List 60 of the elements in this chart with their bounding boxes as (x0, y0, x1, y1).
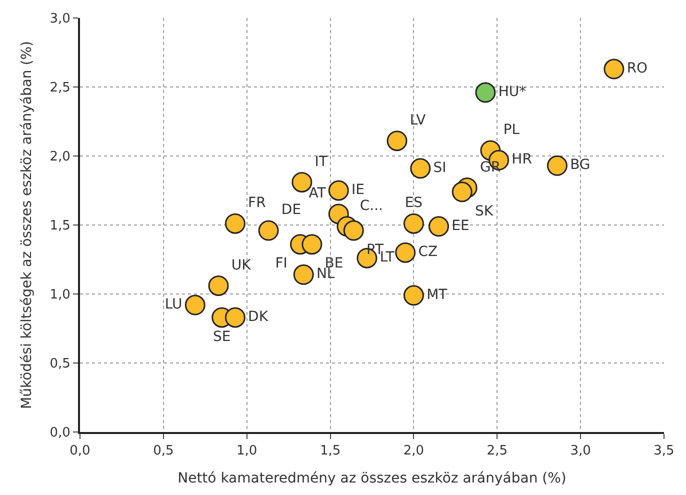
x-tick-label: 3,0 (570, 444, 591, 459)
data-label: FR (248, 195, 266, 212)
x-tick-label: 3,5 (654, 444, 674, 459)
point (328, 180, 349, 201)
y-tick-label: 2,0 (50, 150, 70, 165)
x-tick-label: 2,5 (486, 444, 508, 459)
x-tick-label: 1,5 (320, 444, 341, 459)
data-label: BG (570, 157, 590, 174)
data-label: RO (626, 60, 648, 77)
y-axis-title: Működési költségek az összes eszköz arányában (%) (18, 41, 35, 409)
y-tick-label: 0,5 (50, 356, 70, 372)
data-label: IE (352, 182, 364, 198)
data-label: EE (452, 218, 470, 234)
point (395, 242, 416, 263)
data-label: HR (512, 152, 532, 168)
data-label: AT (308, 186, 326, 202)
point (386, 130, 408, 152)
data-label: LV (410, 112, 426, 128)
y-tick-label: 1,5 (50, 218, 70, 234)
point (224, 213, 246, 234)
data-label: ES (404, 195, 423, 212)
data-label: SE (212, 328, 231, 345)
x-tick-label: 2,0 (403, 444, 424, 459)
data-label: GR (480, 159, 501, 176)
point (403, 213, 424, 234)
data-label: HU* (498, 84, 526, 100)
point (343, 220, 364, 241)
data-label: UK (231, 257, 252, 274)
data-label: C... (360, 198, 383, 214)
y-tick-label: 1,0 (50, 288, 70, 303)
point (258, 220, 279, 241)
data-label: DK (248, 308, 269, 325)
x-tick-label: 0,5 (153, 444, 174, 459)
y-tick-label: 3,0 (50, 12, 70, 27)
point (546, 155, 568, 176)
data-label: LU (164, 296, 182, 313)
data-label: MT (426, 286, 448, 303)
data-label: IT (314, 154, 328, 170)
point (293, 264, 314, 285)
data-label: SI (433, 160, 446, 176)
y-tick-label: 2,5 (50, 80, 70, 96)
x-tick-label: 0,0 (70, 444, 90, 459)
y-tick-label: 0,0 (50, 426, 70, 441)
point (604, 58, 624, 80)
point (428, 216, 449, 237)
point (208, 275, 229, 296)
x-tick-label: 1,0 (236, 444, 258, 459)
data-label: SK (474, 203, 494, 220)
point (184, 294, 206, 316)
point (302, 234, 322, 255)
point (475, 82, 496, 103)
point (452, 182, 472, 202)
data-label: CZ (418, 244, 438, 260)
data-label: FI (275, 256, 288, 272)
point (403, 285, 424, 306)
x-axis-title: Nettó kamateredmény az összes eszköz arányában (%) (178, 470, 566, 486)
data-label: DE (281, 202, 302, 218)
point (224, 307, 246, 328)
point (410, 158, 431, 179)
data-label: PL (503, 122, 520, 138)
